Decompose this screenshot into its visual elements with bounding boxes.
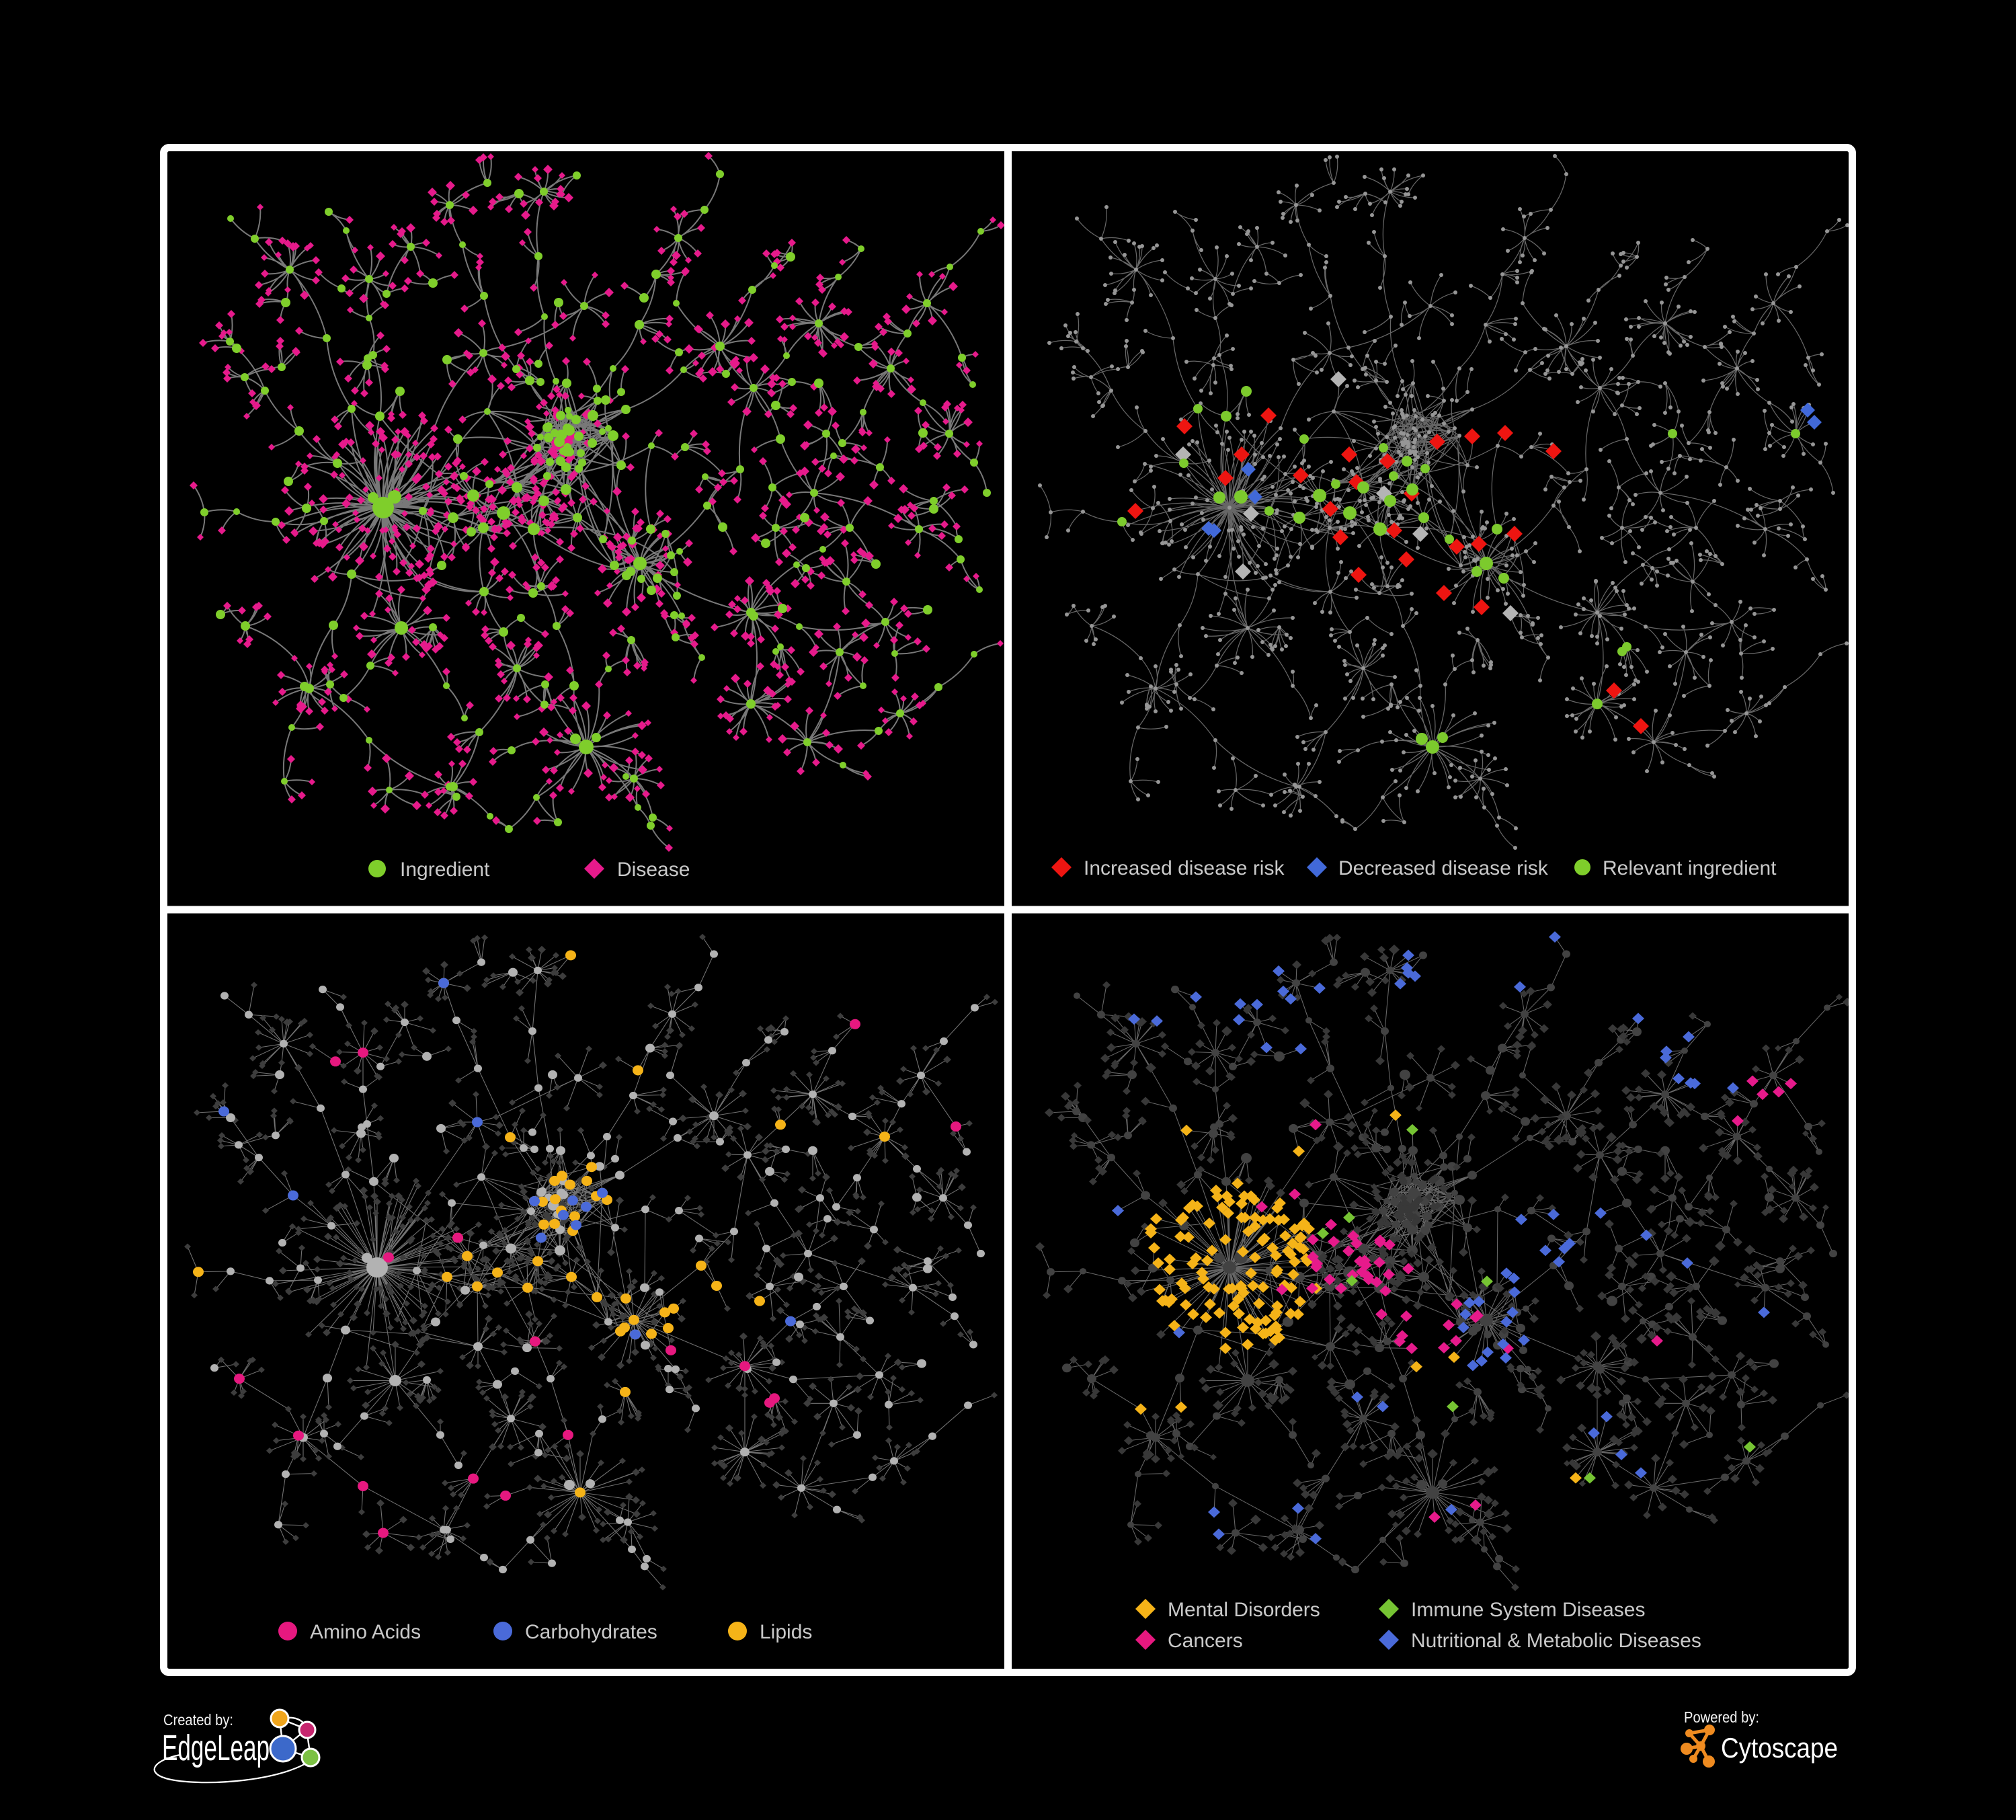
- svg-text:EdgeLeap: EdgeLeap: [162, 1728, 270, 1768]
- svg-text:Cytoscape: Cytoscape: [1721, 1732, 1838, 1764]
- svg-text:Cancers: Cancers: [1168, 1630, 1243, 1652]
- svg-text:Decreased disease risk: Decreased disease risk: [1338, 857, 1549, 879]
- svg-text:Immune System Diseases: Immune System Diseases: [1411, 1599, 1645, 1621]
- svg-text:Mental Disorders: Mental Disorders: [1168, 1599, 1320, 1621]
- svg-text:Relevant ingredient: Relevant ingredient: [1603, 857, 1777, 879]
- svg-text:Nutritional & Metabolic Diseas: Nutritional & Metabolic Diseases: [1411, 1630, 1701, 1652]
- svg-text:Amino Acids: Amino Acids: [310, 1621, 421, 1643]
- svg-text:Powered by:: Powered by:: [1684, 1708, 1759, 1726]
- svg-text:Carbohydrates: Carbohydrates: [525, 1621, 657, 1643]
- svg-text:Disease: Disease: [617, 859, 690, 881]
- svg-text:Created by:: Created by:: [163, 1711, 233, 1729]
- svg-text:Increased disease risk: Increased disease risk: [1084, 857, 1285, 879]
- svg-text:Ingredient: Ingredient: [400, 859, 490, 881]
- svg-text:Lipids: Lipids: [760, 1621, 812, 1643]
